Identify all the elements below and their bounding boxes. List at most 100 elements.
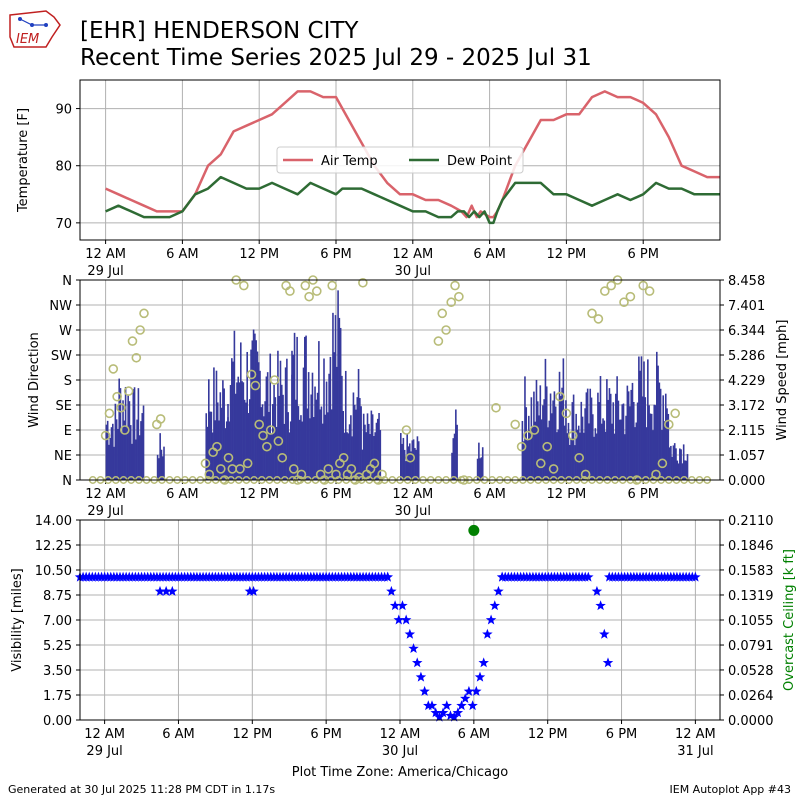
x-tick-label: 6 PM [320, 487, 351, 502]
visibility-point [583, 571, 594, 582]
wind-speed-bar [333, 352, 336, 480]
wind-dir-point [574, 452, 585, 463]
visibility-point [430, 707, 441, 718]
wind-speed-bar [282, 394, 284, 480]
wind-speed-bar [632, 401, 635, 480]
wind-speed-bar [616, 376, 618, 480]
y-tick-label: 3.50 [43, 664, 72, 679]
wind-speed-bar [664, 393, 667, 480]
wind-speed-bar [208, 379, 210, 480]
wind-dir-point [258, 430, 268, 441]
wind-speed-bar [245, 402, 247, 480]
visibility-point [460, 693, 471, 704]
x-tick-label: 12 AM [84, 727, 125, 742]
generated-note: Generated at 30 Jul 2025 11:28 PM CDT in… [8, 783, 276, 796]
wind-speed-bar [649, 413, 652, 480]
wind-speed-bar [131, 443, 133, 480]
direction-tick-label: SW [51, 349, 72, 364]
wind-dir-point [296, 469, 307, 480]
wind-speed-bar [260, 407, 263, 480]
wind-dir-point [401, 425, 412, 435]
wind-dir-point [216, 464, 226, 474]
wind-speed-bar [266, 372, 269, 480]
wind-speed-bar [133, 387, 136, 480]
wind-speed-bar [556, 432, 558, 480]
x-tick-label: 12 AM [85, 247, 126, 262]
wind-dir-point [580, 469, 591, 480]
wind-speed-bar [603, 420, 606, 480]
wind-dir-point [104, 408, 115, 419]
wind-speed-bar [544, 358, 547, 480]
wind-speed-bar [343, 432, 346, 480]
visibility-point [493, 585, 504, 596]
visibility-point [489, 600, 500, 611]
wind-speed-bar [309, 418, 311, 480]
wind-speed-bar [607, 399, 609, 480]
wind-speed-bar [376, 418, 379, 480]
wind-speed-bar [284, 367, 287, 480]
wind-speed-bar [524, 376, 526, 480]
wind-speed-bar [127, 395, 129, 480]
wind-speed-bar [113, 446, 115, 480]
wind-speed-bar [135, 439, 137, 480]
x-tick-label: 12 AM [392, 487, 433, 502]
wind-speed-bar [283, 423, 286, 480]
wind-dir-point [346, 464, 357, 474]
wind-dir-point [377, 469, 387, 480]
wind-speed-bar [609, 393, 612, 480]
wind-speed-bar [232, 361, 234, 480]
wind-speed-bar [373, 436, 375, 480]
wind-speed-bar [126, 426, 128, 480]
wind-speed-bar [668, 447, 671, 480]
x-tick-label: 12 PM [547, 487, 587, 502]
wind-speed-bar [612, 402, 615, 480]
wind-speed-bar [264, 401, 266, 480]
direction-tick-label: N [62, 274, 72, 289]
wind-dir-point [277, 452, 288, 463]
wind-speed-bar [206, 426, 209, 480]
wind-dir-point [523, 430, 533, 441]
wind-dir-point [123, 386, 134, 396]
y-tick-label: 14.00 [35, 514, 72, 529]
speed-tick-label: 6.344 [728, 324, 765, 339]
wind-dir-point [300, 280, 311, 291]
wind-speed-bar [161, 456, 164, 480]
wind-dir-point [567, 430, 578, 441]
visibility-point [426, 700, 438, 711]
direction-tick-label: NW [49, 299, 72, 314]
wind-dir-point [242, 458, 253, 469]
wind-speed-bar [661, 430, 663, 480]
wind-speed-bar [595, 433, 598, 480]
wind-speed-bar [533, 391, 535, 480]
wind-speed-bar [348, 424, 351, 480]
wind-panel: 12 AM 29 Jul 6 AM 12 PM 6 PM 12 AM 30 Jul 6 AM 1… [27, 274, 790, 519]
wind-speed-bar [580, 401, 583, 480]
visibility-point [434, 711, 445, 722]
wind-dir-point [254, 419, 265, 430]
wind-speed-bar [323, 358, 325, 480]
wind-speed-bar [219, 392, 222, 480]
wind-speed-bar [599, 376, 602, 480]
wind-speed-bar [611, 423, 613, 480]
wind-speed-bar [650, 413, 653, 480]
wind-dir-point [127, 336, 138, 346]
legend: Air Temp Dew Point [276, 146, 524, 174]
x-tick-label: 6 AM [458, 727, 491, 742]
wind-speed-bar [666, 408, 668, 480]
wind-speed-bar [539, 385, 542, 480]
x-tick-label: 6 AM [473, 247, 506, 262]
wind-speed-bar [658, 382, 661, 480]
wind-dir-point [288, 464, 299, 474]
wind-speed-bar [635, 422, 638, 480]
wind-speed-bar [648, 405, 650, 480]
x-tick-label: 12 AM [392, 247, 433, 262]
wind-dir-point [450, 280, 460, 291]
iem-logo: IEM [6, 7, 62, 51]
wind-speed-bar [476, 458, 479, 480]
series-line-air-temp [105, 90, 720, 219]
wind-speed-bar [342, 410, 344, 480]
wind-speed-bar [594, 428, 597, 480]
wind-speed-bar [574, 445, 576, 480]
wind-speed-bar [625, 415, 627, 480]
